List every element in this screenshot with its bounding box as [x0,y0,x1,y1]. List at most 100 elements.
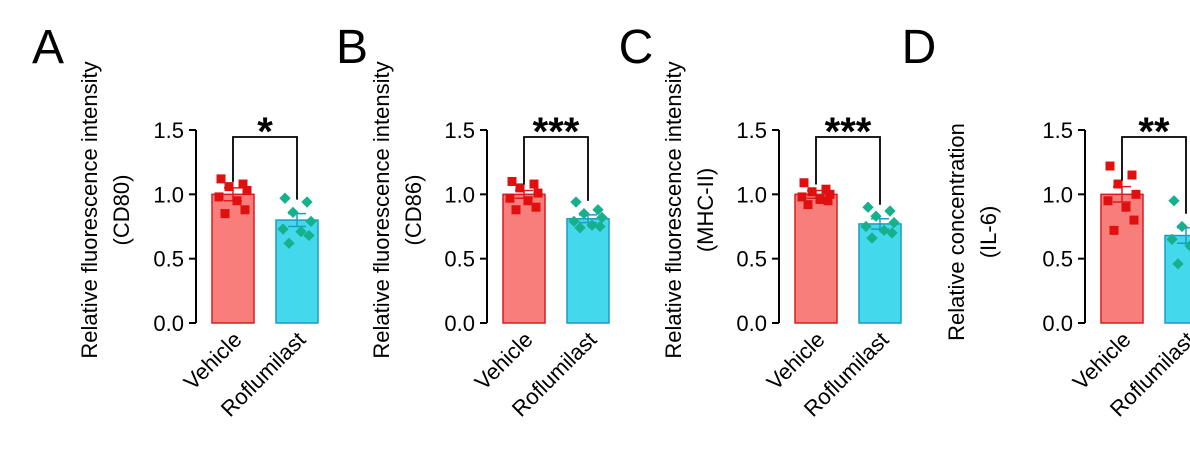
y-tick-label: 0.5 [736,247,767,272]
bar-vehicle [502,193,546,324]
data-point-roflumilast [287,206,299,219]
data-point-vehicle [797,192,807,202]
y-tick-label: 0.5 [153,247,184,272]
y-axis-title: Relative fluorescence intensity [77,61,102,358]
data-point-vehicle [505,193,515,203]
y-tick-label: 1.0 [153,182,184,207]
data-point-roflumilast [886,227,898,239]
chart-panel-c: C Relative fluorescence intensity (MHC-II)… [619,21,902,421]
y-tick-label: 1.0 [1042,182,1073,207]
data-point-roflumilast [866,232,878,244]
y-axis-title: Relative fluorescence intensity [661,61,686,358]
significance-marker: *** [533,110,580,154]
data-point-vehicle [799,178,809,188]
data-point-vehicle [531,202,541,212]
y-tick-label: 1.5 [153,118,184,143]
significance-bracket [523,136,589,201]
data-point-vehicle [1131,189,1141,199]
chart-panel-a: A Relative fluorescence intensity (CD80) 0.… [32,21,319,421]
y-tick-label: 0.0 [1042,311,1073,336]
significance-marker: * [257,110,273,154]
data-point-roflumilast [301,196,313,208]
data-point-vehicle [825,189,835,199]
y-axis-subtitle: (MHC-II) [693,168,718,252]
data-point-vehicle [1129,215,1139,225]
data-point-roflumilast [592,204,604,216]
bar-roflumilast [858,223,902,324]
y-axis-title: Relative fluorescence intensity [369,61,394,358]
bar-roflumilast [1164,234,1190,324]
data-point-roflumilast [277,223,289,235]
data-point-roflumilast [870,210,882,222]
data-point-vehicle [1113,179,1123,189]
data-point-roflumilast [1172,258,1184,270]
data-point-vehicle [815,194,825,204]
panel-label: D [902,21,937,74]
data-point-vehicle [1127,170,1137,180]
data-point-vehicle [1103,196,1113,206]
data-point-roflumilast [1176,220,1188,233]
y-tick-label: 0.5 [444,247,475,272]
data-point-vehicle [216,174,226,184]
data-point-roflumilast [860,220,872,233]
data-point-vehicle [1105,161,1115,171]
data-point-roflumilast [574,222,586,234]
y-tick-label: 1.5 [1042,118,1073,143]
data-point-roflumilast [884,205,896,217]
significance-bracket [232,136,298,200]
data-point-roflumilast [578,207,590,220]
data-point-vehicle [220,209,230,219]
data-point-roflumilast [1168,195,1180,207]
data-point-roflumilast [303,229,315,242]
significance-marker: *** [825,110,872,154]
y-tick-label: 0.0 [444,311,475,336]
data-point-vehicle [533,188,543,198]
y-tick-label: 1.5 [444,118,475,143]
panel-label: A [32,21,64,74]
bar-vehicle [794,193,838,324]
data-point-roflumilast [586,219,598,231]
y-tick-label: 1.0 [444,182,475,207]
data-point-roflumilast [862,201,874,213]
y-tick-label: 0.5 [1042,247,1073,272]
data-point-vehicle [823,196,833,206]
panel-label: B [336,21,368,74]
y-tick-label: 1.5 [736,118,767,143]
data-point-vehicle [224,182,234,192]
data-point-vehicle [232,196,242,206]
data-point-vehicle [821,184,831,194]
y-tick-label: 0.0 [153,311,184,336]
data-point-roflumilast [888,216,900,229]
data-point-vehicle [807,187,817,197]
data-point-roflumilast [594,220,606,233]
data-point-vehicle [238,179,248,189]
data-point-roflumilast [1166,233,1178,246]
chart-panel-d: D Relative concentration (IL-6) 0.0 0.5 1.0 1.… [902,21,1190,421]
data-point-vehicle [1121,202,1131,212]
y-axis-subtitle: (CD86) [401,175,426,246]
data-point-vehicle [1109,225,1119,235]
data-point-roflumilast [568,215,580,228]
y-axis-title: Relative concentration [944,123,969,341]
data-point-roflumilast [305,215,317,228]
y-tick-label: 0.0 [736,311,767,336]
panel-label: C [619,21,654,74]
data-point-roflumilast [283,237,295,249]
data-point-vehicle [511,205,521,215]
y-axis-subtitle: (CD80) [109,175,134,246]
significance-marker: ** [1138,110,1170,154]
data-point-vehicle [240,205,250,215]
significance-bracket [815,136,881,205]
significance-bracket [1121,136,1187,214]
y-tick-label: 1.0 [736,182,767,207]
bar-vehicle [1100,193,1144,324]
data-point-vehicle [529,179,539,189]
bar-vehicle [211,193,255,324]
data-point-roflumilast [1184,240,1190,252]
data-point-roflumilast [570,196,582,208]
data-point-roflumilast [279,192,291,204]
data-point-roflumilast [596,211,608,224]
data-point-vehicle [515,183,525,193]
